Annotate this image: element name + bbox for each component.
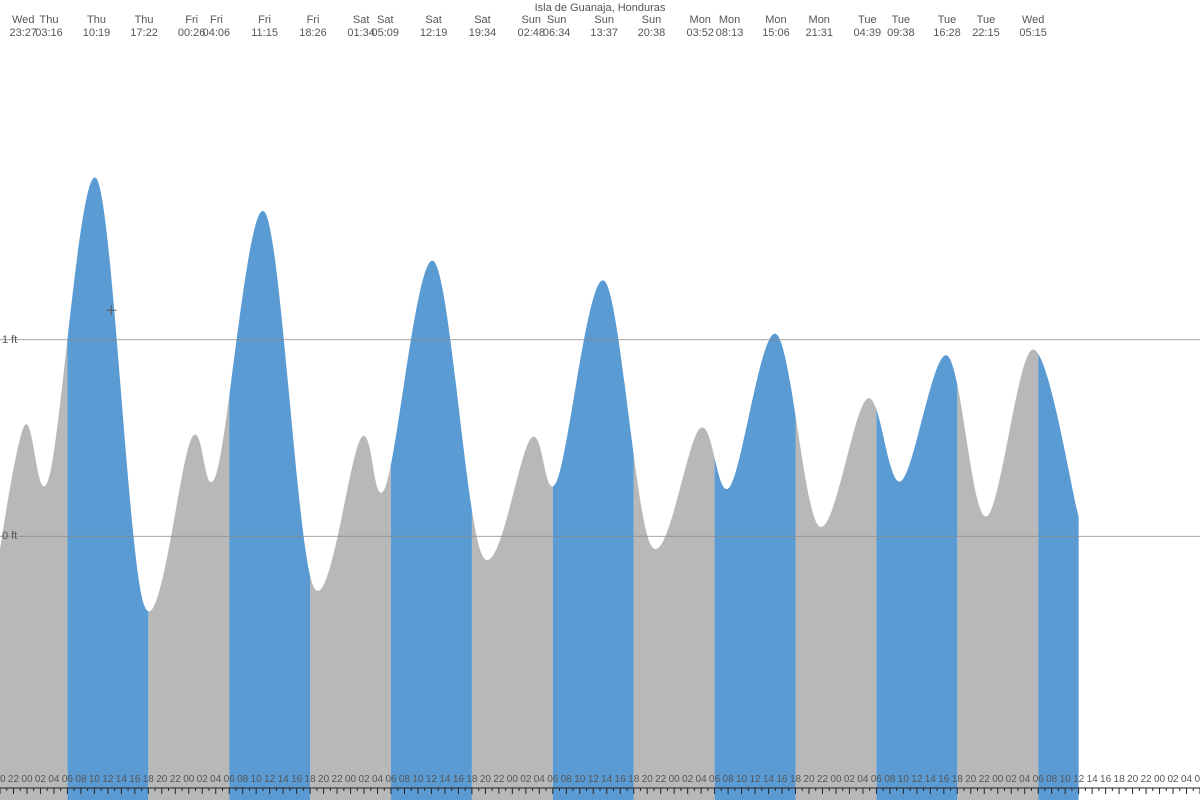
- x-axis-tick-label: 04: [857, 774, 868, 785]
- x-axis-tick-label: 00: [669, 774, 680, 785]
- x-axis-tick-label: 22: [1141, 774, 1152, 785]
- x-axis-tick-label: 00: [830, 774, 841, 785]
- x-axis-tick-label: 06: [1033, 774, 1044, 785]
- x-axis-tick-label: 16: [615, 774, 626, 785]
- x-axis-tick-label: 16: [291, 774, 302, 785]
- x-axis-tick-label: 22: [979, 774, 990, 785]
- x-axis-tick-label: 04: [696, 774, 707, 785]
- x-axis-labels: 2022000204060810121416182022000204060810…: [0, 774, 1200, 788]
- x-axis-tick-label: 20: [1127, 774, 1138, 785]
- x-axis-tick-label: 22: [170, 774, 181, 785]
- x-axis-tick-label: 04: [534, 774, 545, 785]
- x-axis-tick-label: 12: [102, 774, 113, 785]
- x-axis-tick-label: 08: [561, 774, 572, 785]
- x-axis-tick-label: 12: [588, 774, 599, 785]
- x-axis-tick-label: 04: [1181, 774, 1192, 785]
- x-axis-tick-label: 00: [183, 774, 194, 785]
- x-axis-tick-label: 00: [21, 774, 32, 785]
- x-axis-tick-label: 06: [385, 774, 396, 785]
- x-axis-tick-label: 22: [817, 774, 828, 785]
- x-axis-tick-label: 18: [952, 774, 963, 785]
- x-axis-tick-label: 02: [35, 774, 46, 785]
- y-axis-label: 1 ft: [2, 334, 17, 346]
- x-axis-tick-label: 10: [412, 774, 423, 785]
- x-axis-tick-label: 02: [1167, 774, 1178, 785]
- x-axis-tick-label: 12: [264, 774, 275, 785]
- x-axis-tick-label: 04: [372, 774, 383, 785]
- x-axis-tick-label: 20: [803, 774, 814, 785]
- x-axis-tick-label: 06: [871, 774, 882, 785]
- x-axis-tick-label: 08: [884, 774, 895, 785]
- x-axis-tick-label: 18: [305, 774, 316, 785]
- x-axis-tick-label: 18: [628, 774, 639, 785]
- x-axis-tick-label: 14: [116, 774, 127, 785]
- x-axis-tick-label: 14: [278, 774, 289, 785]
- x-axis-tick-label: 10: [1060, 774, 1071, 785]
- x-axis-tick-label: 12: [749, 774, 760, 785]
- x-axis-tick-label: 22: [8, 774, 19, 785]
- x-axis-tick-label: 14: [763, 774, 774, 785]
- x-axis-tick-label: 16: [453, 774, 464, 785]
- x-axis-tick-label: 16: [776, 774, 787, 785]
- x-axis-tick-label: 06: [224, 774, 235, 785]
- x-axis-tick-label: 22: [493, 774, 504, 785]
- x-axis-tick-label: 14: [601, 774, 612, 785]
- x-axis-tick-label: 06: [62, 774, 73, 785]
- x-axis-tick-label: 02: [358, 774, 369, 785]
- x-axis-tick-label: 00: [992, 774, 1003, 785]
- x-axis-tick-label: 00: [1154, 774, 1165, 785]
- x-axis-tick-label: 10: [898, 774, 909, 785]
- x-axis-tick-label: 06: [709, 774, 720, 785]
- x-axis-tick-label: 20: [0, 774, 6, 785]
- x-axis-tick-label: 02: [197, 774, 208, 785]
- x-axis-tick-label: 08: [75, 774, 86, 785]
- x-axis-tick-label: 08: [723, 774, 734, 785]
- x-axis-tick-label: 14: [1087, 774, 1098, 785]
- x-axis-tick-label: 08: [237, 774, 248, 785]
- tide-chart: Isla de Guanaja, Honduras Wed23:27Thu03:…: [0, 0, 1200, 800]
- x-axis-tick-label: 04: [1019, 774, 1030, 785]
- chart-svg: [0, 0, 1200, 800]
- x-axis-tick-label: 14: [925, 774, 936, 785]
- x-axis-tick-label: 20: [480, 774, 491, 785]
- x-axis-tick-label: 02: [520, 774, 531, 785]
- x-axis-tick-label: 04: [48, 774, 59, 785]
- x-axis-tick-label: 16: [1100, 774, 1111, 785]
- x-axis-tick-label: 20: [318, 774, 329, 785]
- x-axis-tick-label: 10: [251, 774, 262, 785]
- x-axis-tick-label: 12: [911, 774, 922, 785]
- x-axis-tick-label: 18: [790, 774, 801, 785]
- x-axis-tick-label: 00: [345, 774, 356, 785]
- x-axis-tick-label: 12: [426, 774, 437, 785]
- x-axis-tick-label: 20: [156, 774, 167, 785]
- x-axis-tick-label: 06: [547, 774, 558, 785]
- x-axis-tick-label: 02: [682, 774, 693, 785]
- x-axis-tick-label: 18: [1114, 774, 1125, 785]
- x-axis-tick-label: 16: [938, 774, 949, 785]
- x-axis-tick-label: 02: [844, 774, 855, 785]
- x-axis-tick-label: 16: [129, 774, 140, 785]
- x-axis-tick-label: 10: [736, 774, 747, 785]
- x-axis-tick-label: 06: [1194, 774, 1200, 785]
- y-axis-label: 0 ft: [2, 530, 17, 542]
- x-axis-tick-label: 02: [1006, 774, 1017, 785]
- x-axis-tick-label: 10: [89, 774, 100, 785]
- x-axis-tick-label: 14: [439, 774, 450, 785]
- x-axis-tick-label: 08: [1046, 774, 1057, 785]
- x-axis-tick-label: 00: [507, 774, 518, 785]
- x-axis-tick-label: 08: [399, 774, 410, 785]
- x-axis-tick-label: 20: [642, 774, 653, 785]
- x-axis-tick-label: 10: [574, 774, 585, 785]
- x-axis-tick-label: 12: [1073, 774, 1084, 785]
- x-axis-tick-label: 18: [466, 774, 477, 785]
- x-axis-tick-label: 20: [965, 774, 976, 785]
- x-axis-tick-label: 22: [655, 774, 666, 785]
- x-axis-tick-label: 18: [143, 774, 154, 785]
- x-axis-tick-label: 04: [210, 774, 221, 785]
- x-axis-tick-label: 22: [332, 774, 343, 785]
